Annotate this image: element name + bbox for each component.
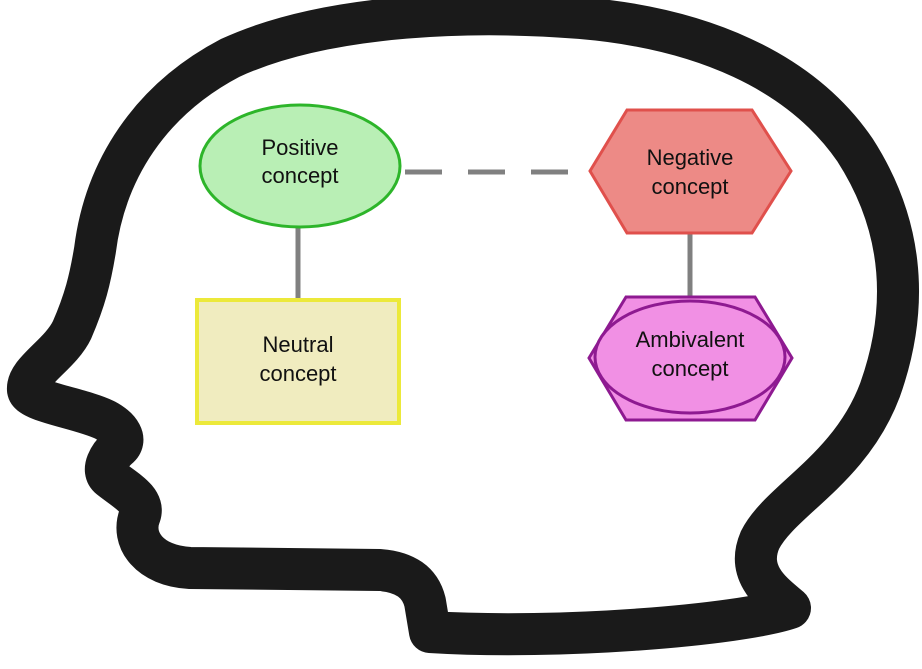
ambivalent-concept-ellipse — [593, 299, 787, 415]
positive-concept-shape — [198, 103, 402, 229]
positive-concept-node: Positive concept — [198, 103, 402, 229]
positive-concept-label-line2: concept — [261, 163, 338, 188]
neutral-concept-label-line2: concept — [259, 361, 336, 386]
positive-concept-label-line1: Positive — [261, 135, 338, 160]
negative-concept-label-line2: concept — [651, 174, 728, 199]
neutral-concept-shape — [195, 298, 401, 425]
ambivalent-concept-node: Ambivalent concept — [587, 295, 794, 422]
ambivalent-concept-label-line2: concept — [651, 356, 728, 381]
head-outline — [7, 0, 919, 656]
negative-concept-shape — [588, 108, 793, 235]
negative-concept-node: Negative concept — [588, 108, 793, 235]
ambivalent-concept-label-line1: Ambivalent — [636, 327, 745, 352]
neutral-concept-label-line1: Neutral — [263, 332, 334, 357]
negative-concept-label-line1: Negative — [647, 145, 734, 170]
neutral-concept-node: Neutral concept — [195, 298, 401, 425]
